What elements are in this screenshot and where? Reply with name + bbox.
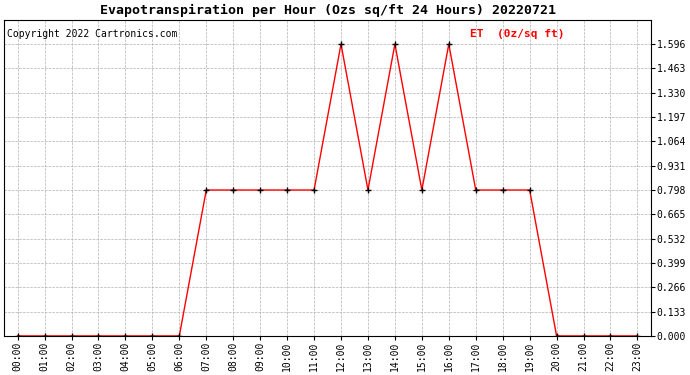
Text: ET  (0z/sq ft): ET (0z/sq ft) xyxy=(470,29,564,39)
Text: Copyright 2022 Cartronics.com: Copyright 2022 Cartronics.com xyxy=(8,29,178,39)
Title: Evapotranspiration per Hour (Ozs sq/ft 24 Hours) 20220721: Evapotranspiration per Hour (Ozs sq/ft 2… xyxy=(99,4,555,17)
